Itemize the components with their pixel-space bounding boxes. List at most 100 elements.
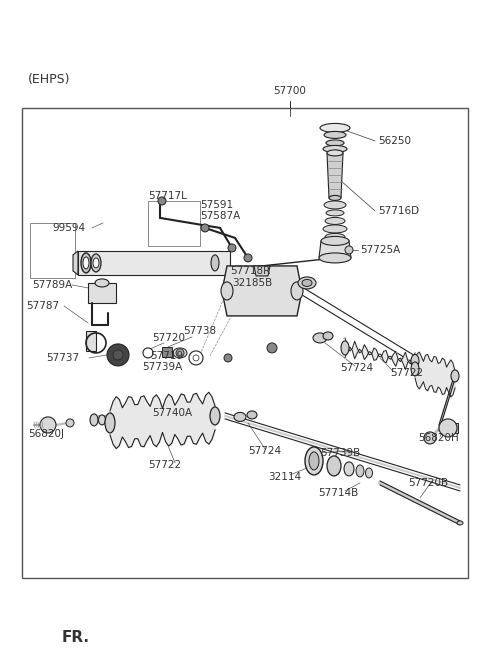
Text: 57591: 57591 [200, 200, 233, 210]
Text: 57739A: 57739A [142, 362, 182, 372]
Ellipse shape [327, 456, 341, 476]
Text: FR.: FR. [62, 631, 90, 645]
Circle shape [424, 432, 436, 444]
Ellipse shape [302, 279, 312, 286]
Text: 56250: 56250 [378, 136, 411, 146]
Ellipse shape [341, 341, 349, 355]
Ellipse shape [291, 282, 303, 300]
Polygon shape [73, 251, 78, 275]
Circle shape [158, 197, 166, 205]
Ellipse shape [313, 333, 327, 343]
Ellipse shape [323, 332, 333, 340]
Ellipse shape [324, 201, 346, 209]
Text: 57587A: 57587A [200, 211, 240, 221]
Ellipse shape [411, 362, 419, 376]
Ellipse shape [211, 255, 219, 271]
Circle shape [224, 354, 232, 362]
Text: 57720B: 57720B [408, 478, 448, 488]
Ellipse shape [411, 354, 419, 367]
Ellipse shape [81, 253, 91, 273]
Circle shape [244, 254, 252, 262]
Bar [22, 108, 468, 578]
Circle shape [201, 224, 209, 232]
Text: 57724: 57724 [340, 363, 373, 373]
Ellipse shape [105, 413, 115, 433]
Polygon shape [80, 606, 100, 623]
Text: 56820J: 56820J [28, 429, 64, 439]
Ellipse shape [324, 132, 346, 139]
Text: 57717L: 57717L [148, 191, 187, 201]
Ellipse shape [90, 414, 98, 426]
Ellipse shape [326, 210, 344, 216]
Ellipse shape [321, 237, 349, 246]
Circle shape [345, 246, 353, 254]
Circle shape [193, 355, 199, 361]
Ellipse shape [323, 145, 347, 152]
Ellipse shape [325, 233, 345, 240]
Text: 57725A: 57725A [360, 245, 400, 255]
Text: 57722: 57722 [390, 368, 423, 378]
Ellipse shape [93, 258, 99, 268]
Ellipse shape [98, 415, 106, 425]
Ellipse shape [344, 462, 354, 476]
Ellipse shape [221, 282, 233, 300]
Ellipse shape [356, 465, 364, 477]
Circle shape [143, 348, 153, 358]
Text: 57739B: 57739B [320, 448, 360, 458]
Ellipse shape [298, 277, 316, 289]
Text: 57700: 57700 [274, 86, 306, 96]
Polygon shape [88, 283, 116, 303]
Ellipse shape [327, 150, 343, 156]
Circle shape [228, 244, 236, 252]
Text: 56820H: 56820H [418, 433, 459, 443]
Bar [162, 347, 172, 357]
Text: 57720: 57720 [152, 333, 185, 343]
Ellipse shape [320, 123, 350, 132]
Text: (EHPS): (EHPS) [28, 73, 71, 86]
Ellipse shape [173, 348, 187, 358]
Polygon shape [222, 266, 302, 316]
Text: 57787: 57787 [26, 301, 59, 311]
Polygon shape [78, 251, 230, 275]
Ellipse shape [457, 521, 463, 525]
Circle shape [113, 350, 123, 360]
Text: 57722: 57722 [148, 460, 181, 470]
Ellipse shape [326, 140, 344, 146]
Ellipse shape [325, 218, 345, 224]
Ellipse shape [66, 419, 74, 427]
Text: 32114: 32114 [268, 472, 301, 482]
Circle shape [189, 351, 203, 365]
Polygon shape [86, 331, 96, 351]
Circle shape [107, 344, 129, 366]
Ellipse shape [323, 225, 347, 233]
Ellipse shape [95, 279, 109, 287]
Ellipse shape [451, 370, 459, 382]
Text: 57740A: 57740A [152, 408, 192, 418]
Polygon shape [319, 241, 351, 258]
Ellipse shape [319, 253, 351, 263]
Circle shape [176, 349, 184, 357]
Circle shape [267, 343, 277, 353]
Ellipse shape [305, 447, 323, 475]
Text: 57718R: 57718R [230, 266, 270, 276]
Polygon shape [327, 153, 343, 198]
Polygon shape [254, 266, 270, 276]
Ellipse shape [83, 257, 89, 269]
Ellipse shape [234, 412, 246, 421]
Text: 99594: 99594 [52, 223, 85, 233]
Text: 32185B: 32185B [232, 278, 272, 288]
Text: 57724: 57724 [248, 446, 281, 456]
Circle shape [439, 419, 457, 437]
Polygon shape [450, 423, 458, 433]
Text: 57737: 57737 [46, 353, 79, 363]
Ellipse shape [247, 411, 257, 419]
Ellipse shape [210, 407, 220, 425]
Text: 57789A: 57789A [32, 280, 72, 290]
Text: 57714B: 57714B [318, 488, 358, 498]
Circle shape [40, 417, 56, 433]
Ellipse shape [309, 452, 319, 470]
Ellipse shape [365, 468, 372, 478]
Polygon shape [43, 421, 50, 429]
Ellipse shape [91, 254, 101, 272]
Ellipse shape [329, 196, 341, 200]
